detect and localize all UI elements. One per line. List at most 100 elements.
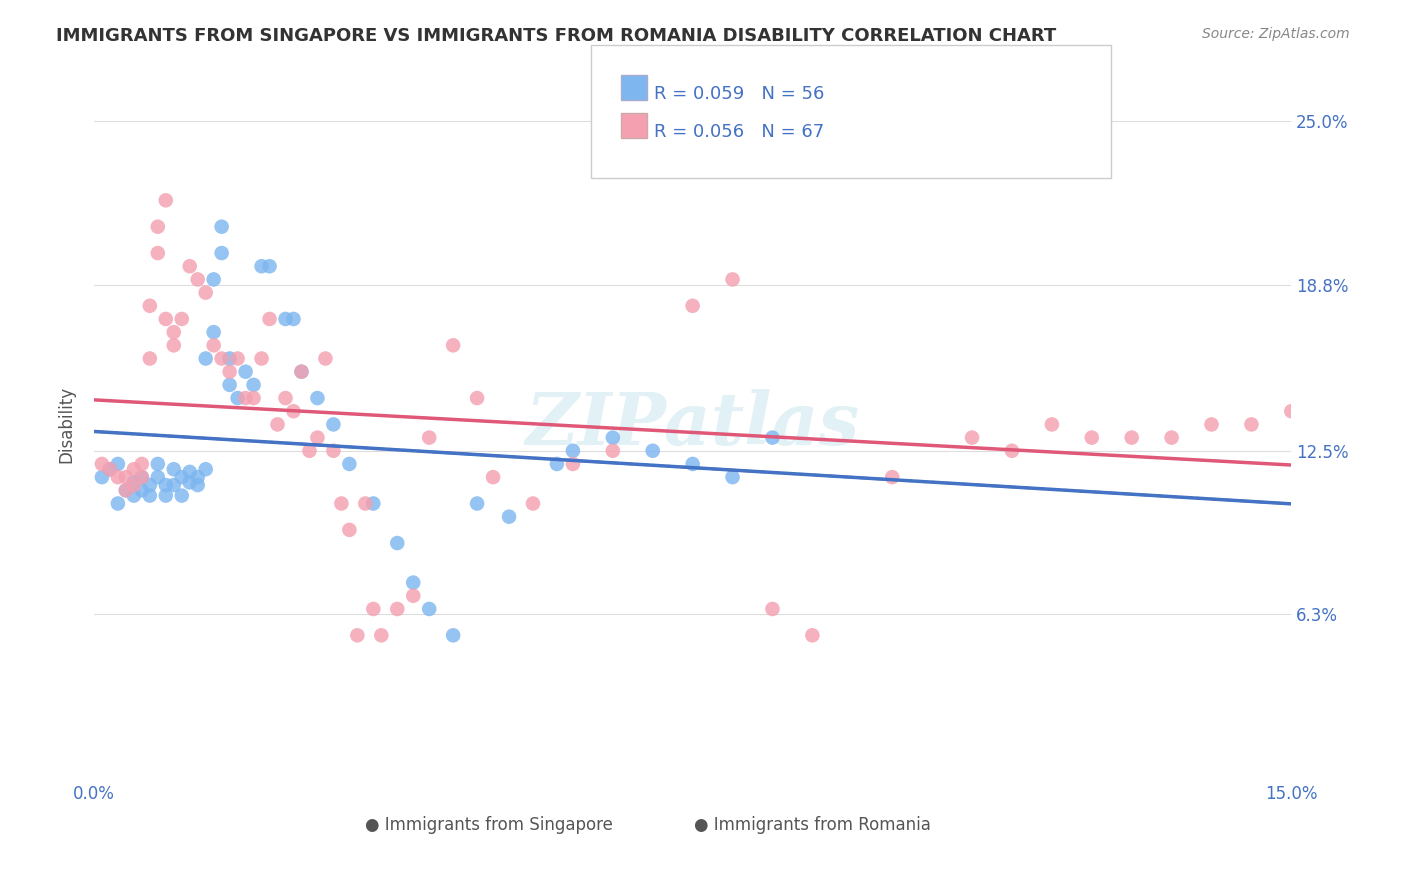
Point <box>202 272 225 286</box>
Text: IMMIGRANTS FROM SINGAPORE VS IMMIGRANTS FROM ROMANIA DISABILITY CORRELATION CHAR: IMMIGRANTS FROM SINGAPORE VS IMMIGRANTS … <box>56 27 1056 45</box>
Point <box>602 431 624 445</box>
Point <box>250 259 273 273</box>
Point <box>146 219 169 234</box>
Point <box>682 299 704 313</box>
Point <box>170 489 193 503</box>
Text: R = 0.056   N = 67: R = 0.056 N = 67 <box>654 123 824 141</box>
Point <box>179 259 201 273</box>
Point <box>290 365 312 379</box>
Point <box>139 299 162 313</box>
Point <box>1081 431 1104 445</box>
Point <box>801 628 824 642</box>
Point <box>115 483 138 498</box>
Point <box>561 443 583 458</box>
Point <box>242 377 264 392</box>
Point <box>179 475 201 490</box>
Point <box>226 351 249 366</box>
Point <box>163 338 186 352</box>
Text: R = 0.059   N = 56: R = 0.059 N = 56 <box>654 85 824 103</box>
Point <box>259 312 281 326</box>
Point <box>465 391 488 405</box>
Point <box>90 457 112 471</box>
Point <box>721 470 744 484</box>
Point <box>242 391 264 405</box>
Point <box>882 470 904 484</box>
Point <box>163 462 186 476</box>
Point <box>139 351 162 366</box>
Point <box>402 575 425 590</box>
Point <box>146 457 169 471</box>
Point <box>387 602 409 616</box>
Point <box>107 470 129 484</box>
Point <box>346 628 368 642</box>
Point <box>211 351 233 366</box>
Point <box>322 417 344 432</box>
Point <box>363 496 385 510</box>
Point <box>298 443 321 458</box>
Point <box>98 462 121 476</box>
Point <box>290 365 312 379</box>
Point <box>131 483 153 498</box>
Point <box>441 628 464 642</box>
Point <box>218 365 240 379</box>
Point <box>354 496 377 510</box>
Point <box>274 312 297 326</box>
Point <box>155 478 177 492</box>
Point <box>122 475 145 490</box>
Point <box>441 338 464 352</box>
Point <box>115 483 138 498</box>
Point <box>274 391 297 405</box>
Point <box>641 443 664 458</box>
Point <box>187 470 209 484</box>
Point <box>194 462 217 476</box>
Point <box>322 443 344 458</box>
Point <box>139 478 162 492</box>
Point <box>641 140 664 154</box>
Point <box>131 470 153 484</box>
Point <box>211 219 233 234</box>
Point <box>226 391 249 405</box>
Point <box>218 351 240 366</box>
Point <box>155 489 177 503</box>
Point <box>465 496 488 510</box>
Point <box>1160 431 1182 445</box>
Point <box>163 478 186 492</box>
Point <box>1040 417 1063 432</box>
Point <box>682 457 704 471</box>
Point <box>202 338 225 352</box>
Point <box>163 325 186 339</box>
Point <box>363 602 385 616</box>
Point <box>761 602 783 616</box>
Text: ZIPatlas: ZIPatlas <box>526 389 859 460</box>
Point <box>131 457 153 471</box>
Point <box>131 470 153 484</box>
Point <box>337 523 360 537</box>
Point <box>155 194 177 208</box>
Point <box>387 536 409 550</box>
Point <box>266 417 288 432</box>
Point <box>250 351 273 366</box>
Point <box>259 259 281 273</box>
Point <box>418 602 440 616</box>
Point <box>218 377 240 392</box>
Point <box>179 465 201 479</box>
Point <box>202 325 225 339</box>
Point <box>107 496 129 510</box>
Point <box>370 628 392 642</box>
Point <box>211 246 233 260</box>
Point <box>187 478 209 492</box>
Point <box>194 351 217 366</box>
Point <box>602 443 624 458</box>
Point <box>283 404 305 418</box>
Point <box>194 285 217 300</box>
Point <box>235 391 257 405</box>
Point <box>307 431 329 445</box>
Point <box>170 312 193 326</box>
Point <box>418 431 440 445</box>
Point <box>283 312 305 326</box>
Point <box>498 509 520 524</box>
Point <box>314 351 336 366</box>
Point <box>482 470 505 484</box>
Point <box>122 489 145 503</box>
Text: ● Immigrants from Singapore: ● Immigrants from Singapore <box>366 816 613 834</box>
